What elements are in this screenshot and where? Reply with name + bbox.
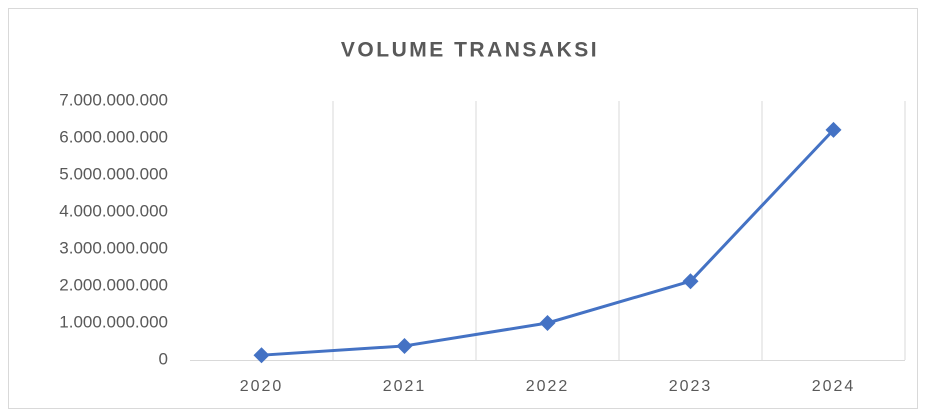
x-tick-label: 2021: [383, 378, 427, 395]
y-tick-label: 0: [159, 349, 168, 368]
x-tick-label: 2024: [812, 378, 856, 395]
marker: [396, 337, 413, 354]
x-tick-label: 2020: [240, 378, 284, 395]
y-tick-label: 5.000.000.000: [59, 164, 168, 183]
y-tick-label: 2.000.000.000: [59, 275, 168, 294]
y-tick-label: 7.000.000.000: [59, 90, 168, 109]
marker: [682, 273, 699, 290]
x-tick-label: 2022: [526, 378, 570, 395]
chart-title: VOLUME TRANSAKSI: [341, 39, 599, 62]
y-tick-label: 6.000.000.000: [59, 127, 168, 146]
y-tick-label: 3.000.000.000: [59, 238, 168, 257]
marker: [539, 315, 556, 331]
marker: [253, 347, 270, 364]
chart-border: [8, 8, 918, 409]
y-tick-label: 4.000.000.000: [59, 201, 168, 220]
x-tick-label: 2023: [669, 378, 713, 395]
marker: [825, 121, 842, 138]
y-tick-label: 1.000.000.000: [59, 312, 168, 331]
